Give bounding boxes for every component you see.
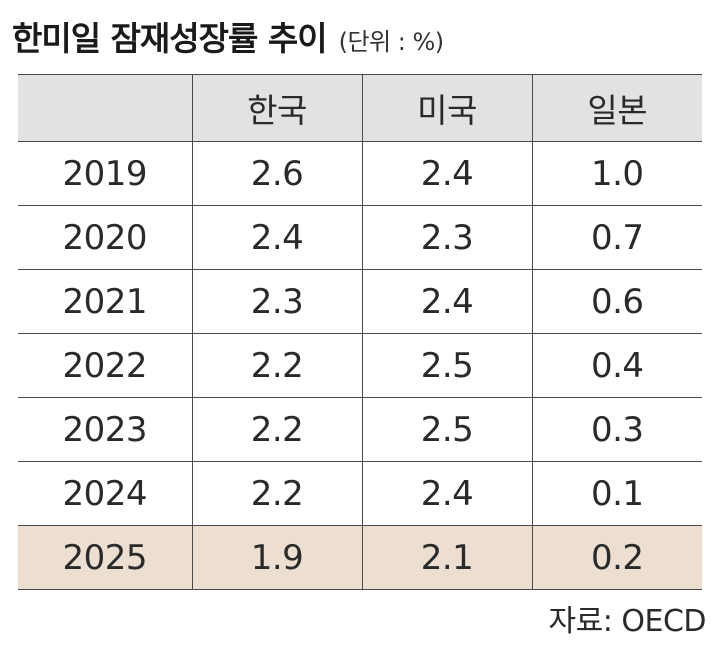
usa-value-cell: 2.5: [361, 397, 533, 462]
japan-value-cell: 0.4: [531, 333, 702, 398]
korea-value-cell: 2.2: [191, 333, 363, 398]
table-row-highlighted: 2025 1.9 2.1 0.2: [18, 525, 702, 590]
unit-note: (단위 : %): [338, 28, 445, 56]
header-cell-usa: 미국: [361, 74, 533, 142]
growth-rate-table: 한국 미국 일본 2019 2.6 2.4 1.0 2020 2.4 2.3 0…: [18, 74, 702, 590]
year-cell: 2025: [18, 525, 193, 590]
usa-value-cell: 2.4: [361, 269, 533, 334]
title-row: 한미일 잠재성장률 추이 (단위 : %): [12, 12, 444, 68]
korea-value-cell: 2.2: [191, 397, 363, 462]
table-row: 2024 2.2 2.4 0.1: [18, 461, 702, 526]
table-row: 2023 2.2 2.5 0.3: [18, 397, 702, 462]
korea-value-cell: 2.2: [191, 461, 363, 526]
usa-value-cell: 2.4: [361, 461, 533, 526]
japan-value-cell: 1.0: [531, 141, 702, 206]
year-cell: 2020: [18, 205, 193, 270]
header-cell-korea: 한국: [191, 74, 363, 142]
table-header-row: 한국 미국 일본: [18, 74, 702, 142]
header-cell-empty: [18, 74, 193, 142]
usa-value-cell: 2.3: [361, 205, 533, 270]
japan-value-cell: 0.3: [531, 397, 702, 462]
japan-value-cell: 0.1: [531, 461, 702, 526]
year-cell: 2021: [18, 269, 193, 334]
usa-value-cell: 2.4: [361, 141, 533, 206]
year-cell: 2022: [18, 333, 193, 398]
table-row: 2021 2.3 2.4 0.6: [18, 269, 702, 334]
table-wrapper: 한국 미국 일본 2019 2.6 2.4 1.0 2020 2.4 2.3 0…: [18, 74, 702, 590]
korea-value-cell: 1.9: [191, 525, 363, 590]
source-note: 자료: OECD: [548, 604, 707, 639]
year-cell: 2019: [18, 141, 193, 206]
table-row: 2020 2.4 2.3 0.7: [18, 205, 702, 270]
usa-value-cell: 2.1: [361, 525, 533, 590]
japan-value-cell: 0.6: [531, 269, 702, 334]
header-cell-japan: 일본: [531, 74, 702, 142]
korea-value-cell: 2.4: [191, 205, 363, 270]
year-cell: 2024: [18, 461, 193, 526]
korea-value-cell: 2.6: [191, 141, 363, 206]
korea-value-cell: 2.3: [191, 269, 363, 334]
japan-value-cell: 0.2: [531, 525, 702, 590]
usa-value-cell: 2.5: [361, 333, 533, 398]
japan-value-cell: 0.7: [531, 205, 702, 270]
table-row: 2019 2.6 2.4 1.0: [18, 141, 702, 206]
year-cell: 2023: [18, 397, 193, 462]
table-row: 2022 2.2 2.5 0.4: [18, 333, 702, 398]
page-title: 한미일 잠재성장률 추이: [12, 19, 328, 58]
